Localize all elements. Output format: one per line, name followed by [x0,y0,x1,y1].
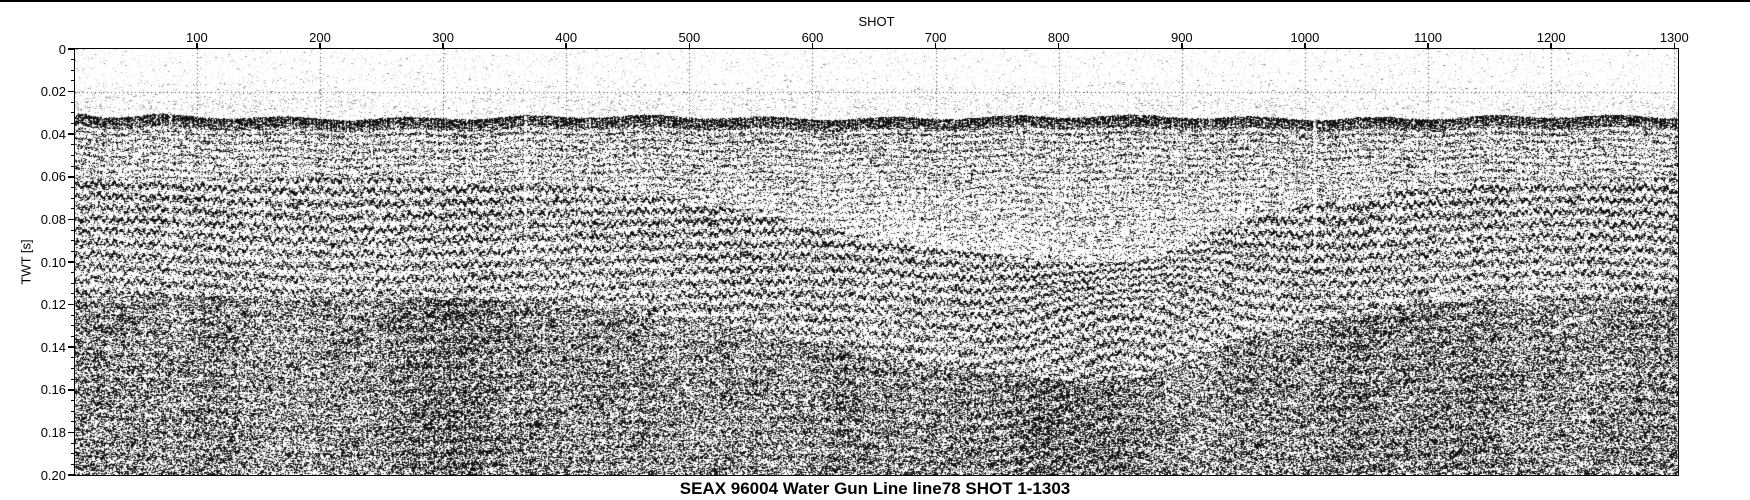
y-tick-minor-mark [71,240,75,242]
x-tick-mark [1550,43,1552,49]
y-tick-mark [68,474,75,476]
y-tick-minor-mark [71,442,75,444]
y-tick-minor-mark [71,123,75,125]
y-tick-minor-mark [71,293,75,295]
y-tick-label: 0.02 [40,84,66,100]
y-tick-minor-mark [71,272,75,274]
y-tick-minor-mark [71,463,75,465]
x-tick-mark [442,43,444,49]
x-tick-label: 400 [555,30,578,45]
x-axis-title: SHOT [858,14,895,29]
y-tick-minor-mark [71,59,75,61]
y-tick-mark [68,176,75,178]
y-tick-minor-mark [71,144,75,146]
y-tick-mark [68,261,75,263]
y-tick-label: 0.16 [40,382,66,398]
y-tick-minor-mark [71,197,75,199]
y-tick-mark [68,90,75,93]
x-tick-label: 500 [678,30,701,45]
x-tick-mark [934,43,937,49]
y-tick-mark [68,346,75,348]
x-tick-label: 1100 [1414,30,1443,45]
x-tick-mark [1673,43,1676,49]
y-tick-minor-mark [71,453,75,455]
x-tick-label: 1000 [1290,30,1320,45]
y-tick-minor-mark [71,368,75,369]
x-tick-label: 300 [432,30,454,45]
x-tick-label: 900 [1170,30,1193,45]
y-tick-minor-mark [71,325,75,327]
x-tick-label: 100 [186,30,208,45]
y-tick-mark [68,303,75,306]
y-tick-minor-mark [71,250,75,252]
x-tick-mark [319,43,321,49]
x-tick-label: 600 [801,30,824,45]
x-tick-label: 1200 [1536,30,1566,45]
y-tick-minor-mark [71,421,75,423]
top-border-line [0,0,1750,2]
x-tick-mark [688,43,691,49]
y-tick-mark [68,389,75,391]
y-tick-label: 0.18 [40,424,66,440]
y-tick-label: 0 [58,41,66,57]
x-tick-label: 1300 [1659,30,1689,45]
y-tick-minor-mark [71,155,75,156]
y-tick-label: 0.10 [40,254,66,270]
seismic-section-image [75,49,1678,475]
x-tick-label: 800 [1047,30,1070,45]
y-tick-minor-mark [71,69,75,71]
x-tick-mark [565,43,567,49]
x-tick-mark [1057,43,1060,49]
y-tick-minor-mark [71,112,75,114]
y-tick-minor-mark [71,399,75,401]
y-tick-minor-mark [71,208,75,210]
x-tick-mark [196,43,198,49]
y-tick-minor-mark [71,186,75,188]
y-tick-minor-mark [71,357,75,359]
x-tick-mark [1427,43,1429,49]
y-tick-label: 0.06 [40,169,66,185]
x-tick-label: 200 [309,30,331,45]
y-tick-mark [68,48,75,50]
y-tick-minor-mark [71,336,75,338]
y-tick-minor-mark [71,165,75,167]
y-tick-minor-mark [71,80,75,82]
y-tick-minor-mark [71,101,75,103]
y-tick-mark [68,133,75,135]
y-tick-label: 0.14 [40,339,66,355]
y-tick-minor-mark [71,410,75,412]
x-tick-mark [1304,43,1306,49]
y-tick-label: 0.08 [40,211,66,227]
y-tick-minor-mark [71,378,75,380]
figure-title: SEAX 96004 Water Gun Line line78 SHOT 1-… [679,479,1071,498]
x-tick-mark [811,43,814,49]
y-tick-mark [68,218,75,221]
x-tick-mark [1181,43,1183,49]
y-tick-label: 0.04 [40,126,66,142]
y-tick-label: 0.12 [40,297,66,313]
y-tick-mark [68,431,75,434]
x-tick-label: 700 [924,30,947,45]
y-tick-minor-mark [71,229,75,231]
y-tick-minor-mark [71,282,75,284]
y-tick-label: 0.20 [40,467,66,483]
y-axis-title: TWT [s] [18,239,34,285]
y-tick-minor-mark [71,314,75,316]
